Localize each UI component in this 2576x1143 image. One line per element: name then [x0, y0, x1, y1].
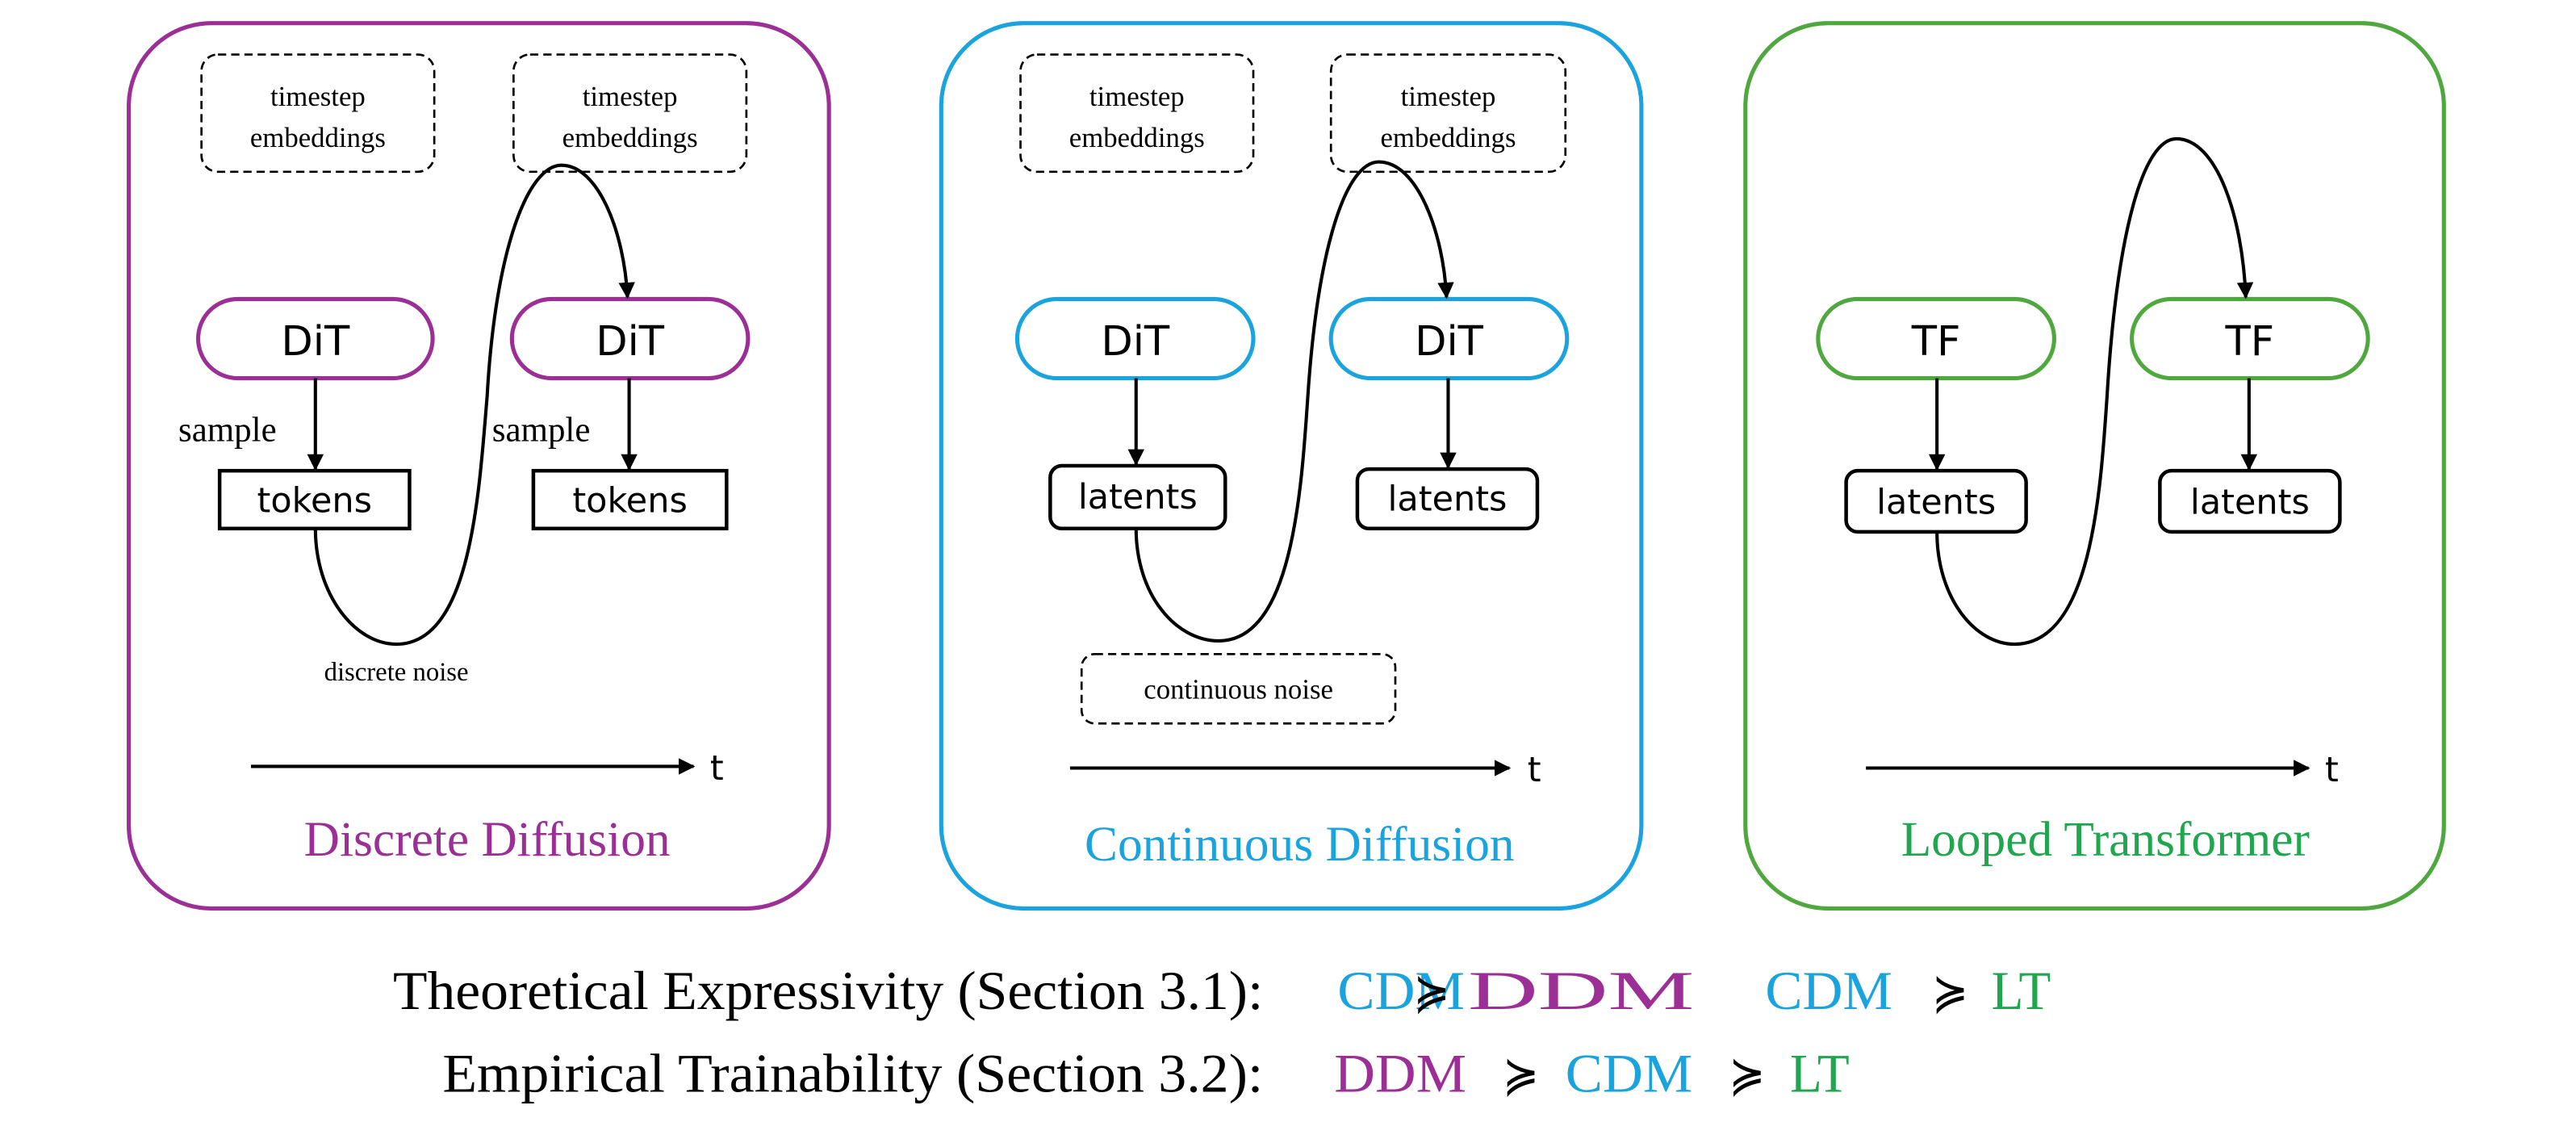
model-node-1: DiT: [195, 296, 435, 381]
term-cdm: CDM: [1566, 1044, 1693, 1104]
panel-looped-transformer: TF TF latents latents t Looped Transform…: [1743, 21, 2446, 911]
model-node-1: TF: [1816, 296, 2056, 381]
tokens-node-2: tokens: [531, 468, 729, 531]
row-label: Theoretical Expressivity (Section 3.1):: [393, 961, 1263, 1021]
model-node-2: DiT: [1328, 296, 1570, 381]
term-ddm: DDM: [1468, 961, 1694, 1021]
svg-text:timestep: timestep: [1089, 81, 1185, 112]
panel-continuous-diffusion: timestep embeddings timestep embeddings …: [939, 21, 1644, 911]
summary-row-expressivity: Theoretical Expressivity (Section 3.1): …: [393, 961, 2051, 1021]
svg-text:timestep: timestep: [1401, 81, 1496, 112]
succeq-symbol: ≽: [1729, 1049, 1765, 1103]
loop-curve-arrow: [1935, 136, 2254, 647]
timestep-label: timestep: [583, 81, 678, 112]
svg-text:tokens: tokens: [572, 480, 688, 521]
succeq-symbol: ≽: [1503, 1049, 1539, 1103]
panel-title: Discrete Diffusion: [304, 812, 671, 867]
svg-text:latents: latents: [1387, 479, 1507, 519]
panel-title: Continuous Diffusion: [1085, 817, 1515, 872]
svg-text:embeddings: embeddings: [1380, 122, 1516, 153]
latents-node-1: latents: [1048, 463, 1227, 531]
panel-frame: [1743, 21, 2446, 911]
svg-text:TF: TF: [1911, 318, 1961, 366]
svg-text:latents: latents: [1876, 482, 1996, 522]
latents-node-1: latents: [1844, 468, 2028, 534]
panel-frame: [939, 21, 1644, 911]
svg-text:embeddings: embeddings: [1069, 122, 1205, 153]
noise-label: discrete noise: [324, 658, 469, 687]
sample-label: sample: [178, 411, 277, 449]
term-cdm: CDM: [1337, 961, 1465, 1021]
latents-node-2: latents: [1355, 467, 1540, 531]
panel-title: Looped Transformer: [1901, 812, 2310, 867]
loop-curve-arrow: [1134, 160, 1454, 643]
model-node-2: DiT: [509, 296, 751, 381]
summary-row-trainability: Empirical Trainability (Section 3.2): DD…: [442, 1044, 1849, 1104]
embeddings-label: embeddings: [562, 122, 698, 153]
timestep-embeddings-box-2: timestep embeddings: [512, 53, 748, 174]
loop-curve-arrow: [313, 163, 635, 647]
term-cdm: CDM: [1765, 961, 1892, 1021]
latents-node-2: latents: [2158, 468, 2342, 534]
svg-text:DiT: DiT: [596, 318, 665, 366]
model-node-2: TF: [2130, 296, 2370, 381]
timestep-embeddings-box-1: timestep embeddings: [200, 53, 436, 174]
term-ddm: DDM: [1334, 1044, 1466, 1104]
embeddings-label: embeddings: [250, 122, 386, 153]
succeq-symbol: ≽: [1932, 965, 1968, 1020]
continuous-noise-box: continuous noise: [1080, 652, 1397, 725]
timestep-embeddings-box-2: timestep embeddings: [1329, 53, 1567, 174]
svg-text:DiT: DiT: [281, 318, 350, 366]
timestep-label: timestep: [270, 81, 366, 112]
time-axis-label: t: [2325, 750, 2339, 790]
panel-discrete-diffusion: timestep embeddings timestep embeddings …: [127, 21, 831, 911]
svg-text:TF: TF: [2225, 318, 2275, 366]
term-lt: LT: [1790, 1044, 1850, 1104]
timestep-embeddings-box-1: timestep embeddings: [1019, 53, 1255, 174]
svg-text:DiT: DiT: [1101, 318, 1170, 366]
panel-frame: [127, 21, 831, 911]
svg-text:DiT: DiT: [1415, 318, 1484, 366]
term-lt: LT: [1992, 961, 2051, 1021]
time-axis-label: t: [1528, 750, 1541, 790]
svg-text:tokens: tokens: [257, 480, 373, 521]
tokens-node-1: tokens: [217, 468, 412, 531]
svg-text:latents: latents: [2190, 482, 2310, 522]
model-node-1: DiT: [1014, 296, 1256, 381]
sample-label: sample: [492, 411, 591, 449]
svg-text:continuous noise: continuous noise: [1144, 674, 1333, 705]
time-axis-label: t: [710, 748, 724, 789]
row-label: Empirical Trainability (Section 3.2):: [442, 1044, 1263, 1104]
succeq-symbol: ≽: [1414, 965, 1450, 1020]
svg-text:latents: latents: [1078, 477, 1198, 517]
